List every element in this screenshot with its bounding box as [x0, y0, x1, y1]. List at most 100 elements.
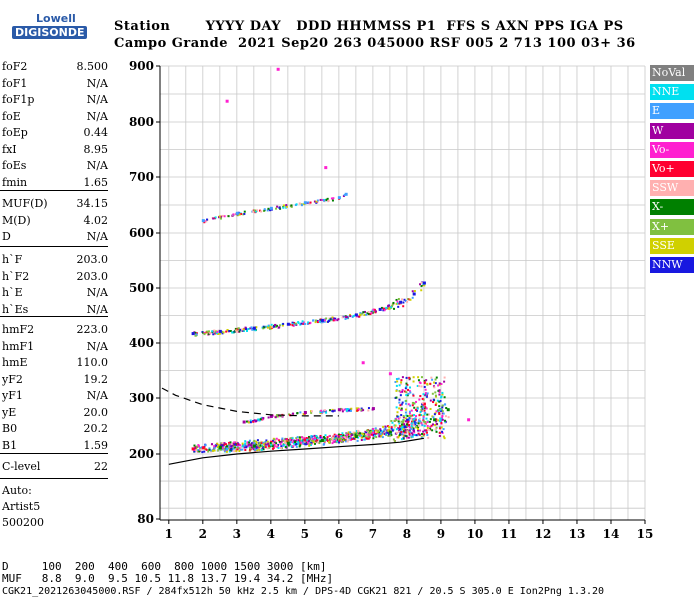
echo-point: [257, 418, 260, 421]
echo-point: [388, 307, 391, 310]
echo-point: [216, 446, 219, 449]
echo-point: [298, 445, 301, 448]
echo-point: [438, 411, 441, 414]
data-point: [337, 196, 341, 200]
echo-point: [409, 415, 412, 418]
echo-point: [416, 407, 419, 410]
echo-point: [419, 394, 422, 397]
echo-point: [299, 323, 302, 326]
param-name: yE: [2, 405, 17, 419]
param-value: 203.0: [76, 269, 109, 283]
echo-point: [423, 382, 426, 385]
echo-point: [234, 443, 237, 446]
echo-point: [250, 444, 253, 447]
echo-point: [394, 440, 397, 443]
echo-point: [346, 407, 349, 410]
echo-point: [440, 396, 443, 399]
echo-point: [265, 439, 268, 442]
data-point: [252, 326, 256, 330]
echo-point: [422, 415, 425, 418]
echo-point: [431, 378, 434, 381]
echo-point: [382, 430, 385, 433]
echo-point: [367, 313, 370, 316]
echo-point: [274, 440, 277, 443]
param-hes: h`Es N/A: [2, 303, 108, 317]
echo-point: [307, 439, 310, 442]
echo-point: [350, 407, 353, 410]
echo-point: [353, 431, 356, 434]
echo-point: [328, 317, 331, 320]
data-point: [388, 430, 392, 434]
legend-nne: NNE: [650, 84, 694, 101]
echo-point: [309, 443, 312, 446]
echo-point: [263, 209, 266, 212]
echo-point: [336, 319, 339, 322]
echo-point: [441, 430, 444, 433]
echo-point: [246, 329, 249, 332]
echo-point: [439, 417, 442, 420]
param-value: 8.500: [76, 60, 109, 73]
echo-point: [248, 439, 251, 442]
echo-point: [337, 318, 340, 321]
echo-point: [217, 329, 220, 332]
echo-point: [434, 382, 437, 385]
echo-point: [264, 446, 267, 449]
echo-point: [413, 406, 416, 409]
echo-point: [391, 429, 394, 432]
echo-point: [203, 333, 206, 336]
data-point: [399, 425, 403, 428]
param-fof2: foF2 8.500: [2, 60, 108, 74]
echo-point: [195, 332, 198, 335]
echo-point: [422, 393, 425, 396]
echo-point: [233, 450, 236, 453]
echo-point: [250, 442, 253, 445]
echo-point: [417, 424, 420, 427]
param-name: fmin: [2, 175, 28, 189]
x-tick-label: 4: [267, 527, 275, 541]
echo-point: [219, 448, 222, 451]
echo-point: [416, 427, 419, 430]
echo-point: [404, 411, 407, 414]
echo-point: [405, 435, 408, 438]
echo-point: [418, 398, 421, 401]
echo-point: [395, 302, 398, 305]
echo-point: [324, 410, 327, 413]
echo-point: [321, 321, 324, 324]
echo-point: [395, 298, 398, 301]
param-fof1: foF1 N/A: [2, 77, 108, 91]
echo-point: [439, 420, 442, 423]
echo-point: [401, 425, 404, 428]
param-value: 20.2: [83, 422, 109, 435]
echo-point: [382, 425, 385, 428]
echo-point: [340, 433, 343, 436]
echo-point: [201, 451, 204, 454]
echo-point: [438, 389, 441, 392]
echo-point: [367, 435, 370, 438]
echo-point: [443, 376, 446, 379]
echo-point: [228, 443, 231, 446]
echo-point: [438, 400, 441, 403]
echo-point: [418, 414, 421, 417]
echo-point: [345, 432, 348, 435]
param-value: 1.59: [83, 438, 109, 452]
echo-point: [252, 209, 255, 212]
echo-point: [268, 443, 271, 446]
echo-point: [429, 418, 432, 421]
echo-point: [215, 330, 218, 333]
param-hme: hmE 110.0: [2, 356, 108, 370]
echo-point: [405, 424, 408, 427]
echo-point: [307, 435, 310, 438]
echo-point: [377, 429, 380, 432]
echo-point: [321, 410, 324, 413]
echo-point: [394, 424, 397, 427]
echo-point: [441, 393, 444, 396]
echo-point: [238, 213, 241, 216]
echo-point: [387, 432, 390, 435]
echo-point: [218, 215, 221, 218]
echo-point: [443, 396, 446, 399]
echo-point: [242, 329, 245, 332]
echo-point: [295, 203, 298, 206]
x-tick-label: 11: [501, 527, 518, 541]
echo-point: [366, 429, 369, 432]
echo-point: [379, 428, 382, 431]
